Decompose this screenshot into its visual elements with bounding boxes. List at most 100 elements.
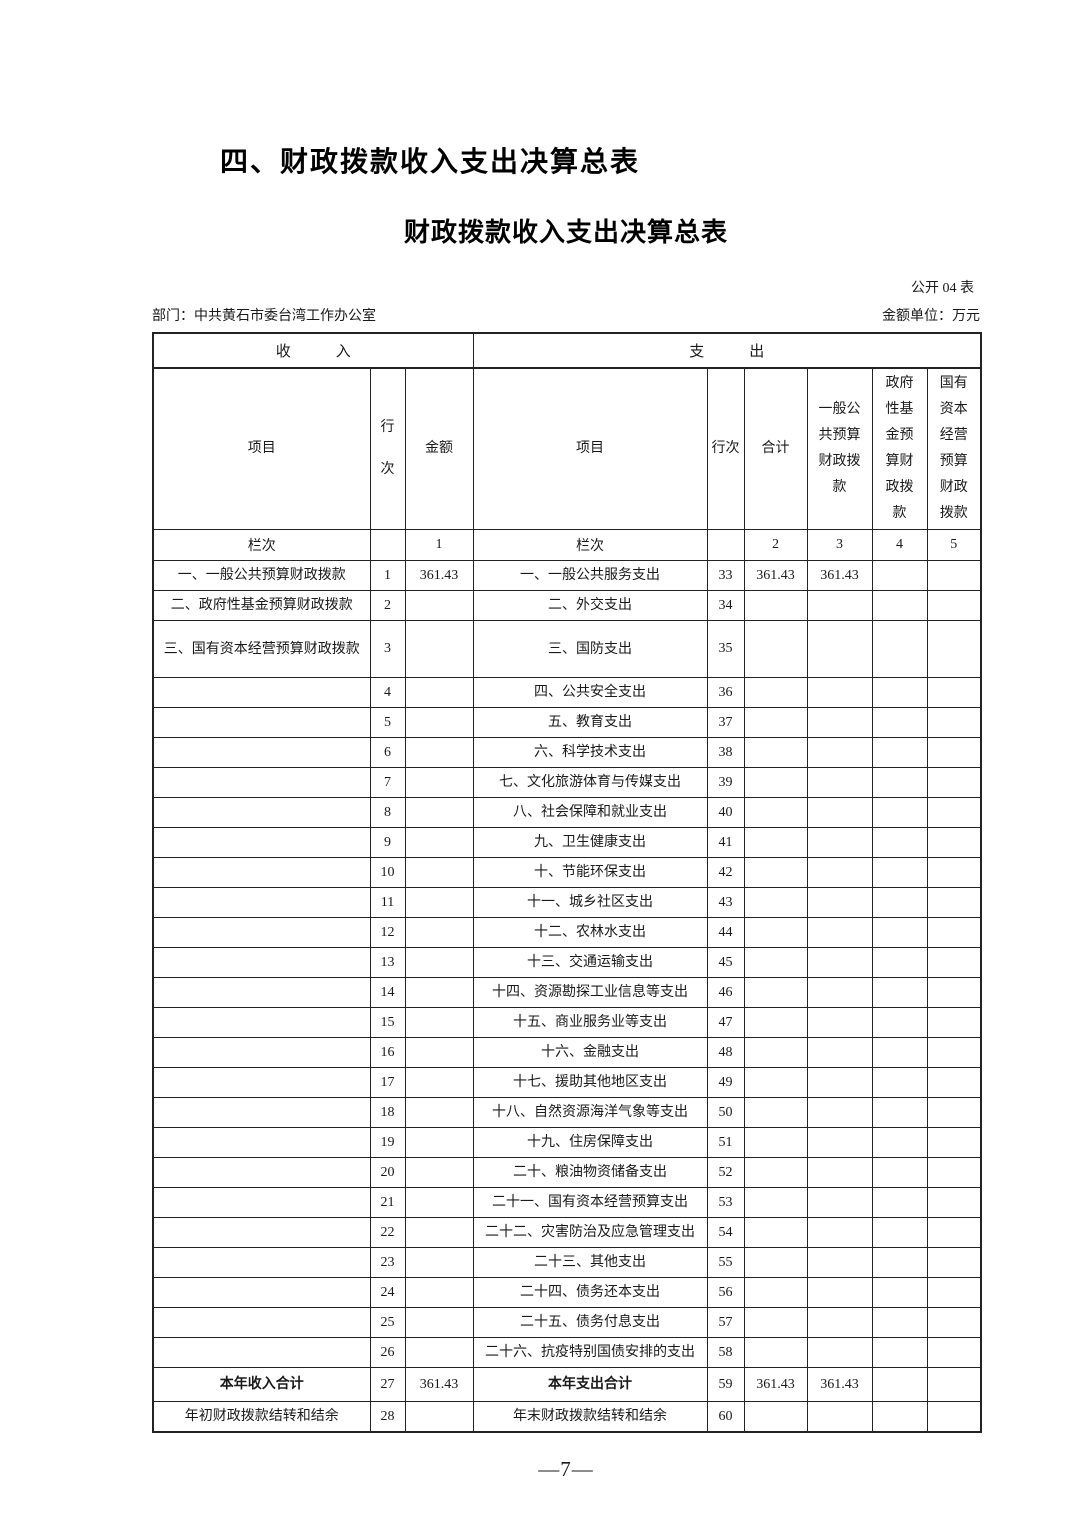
income-line-cell: 2 bbox=[369, 590, 406, 621]
expenditure-total-cell bbox=[743, 590, 808, 621]
expenditure-gov-fund-cell bbox=[871, 1367, 928, 1402]
expenditure-total-cell bbox=[743, 917, 808, 948]
expenditure-item-cell: 十四、资源勘探工业信息等支出 bbox=[472, 977, 708, 1008]
expenditure-gov-fund-cell bbox=[871, 707, 928, 738]
income-item-cell bbox=[152, 1247, 371, 1278]
expenditure-state-capital-cell bbox=[926, 1247, 982, 1278]
income-item-cell bbox=[152, 1307, 371, 1338]
expenditure-total-cell bbox=[743, 827, 808, 858]
table-row: 24 二十四、债务还本支出 56 bbox=[152, 1277, 982, 1308]
expenditure-item-cell: 四、公共安全支出 bbox=[472, 677, 708, 708]
table-row: 9 九、卫生健康支出 41 bbox=[152, 827, 982, 858]
table-row: 11 十一、城乡社区支出 43 bbox=[152, 887, 982, 918]
expenditure-gov-fund-cell bbox=[871, 1067, 928, 1098]
expenditure-general-budget-cell bbox=[806, 1187, 873, 1218]
expenditure-state-capital-cell bbox=[926, 1277, 982, 1308]
table-row: 10 十、节能环保支出 42 bbox=[152, 857, 982, 888]
expenditure-line-cell: 56 bbox=[706, 1277, 745, 1308]
income-amount-cell bbox=[404, 620, 474, 678]
table-row: 22 二十二、灾害防治及应急管理支出 54 bbox=[152, 1217, 982, 1248]
income-line-cell: 11 bbox=[369, 887, 406, 918]
expenditure-item-cell: 十七、援助其他地区支出 bbox=[472, 1067, 708, 1098]
expenditure-general-budget-cell bbox=[806, 887, 873, 918]
expenditure-gov-fund-cell bbox=[871, 887, 928, 918]
expenditure-line-cell: 50 bbox=[706, 1097, 745, 1128]
expenditure-item-cell: 八、社会保障和就业支出 bbox=[472, 797, 708, 828]
income-item-cell: 本年收入合计 bbox=[152, 1367, 371, 1402]
meta-row: 部门：中共黄石市委台湾工作办公室 金额单位：万元 bbox=[152, 305, 980, 325]
table-body: 一、一般公共预算财政拨款 1 361.43 一、一般公共服务支出 33 361.43 361… bbox=[152, 560, 982, 1433]
income-item-cell bbox=[152, 1217, 371, 1248]
income-item-cell: 年初财政拨款结转和结余 bbox=[152, 1401, 371, 1433]
expenditure-item-cell: 二十二、灾害防治及应急管理支出 bbox=[472, 1217, 708, 1248]
table-row: 5 五、教育支出 37 bbox=[152, 707, 982, 738]
table-row: 18 十八、自然资源海洋气象等支出 50 bbox=[152, 1097, 982, 1128]
income-item-cell bbox=[152, 1067, 371, 1098]
income-line-cell: 19 bbox=[369, 1127, 406, 1158]
expenditure-gov-fund-cell bbox=[871, 1217, 928, 1248]
expenditure-general-budget-cell bbox=[806, 1067, 873, 1098]
expenditure-general-budget-header: 一般公共预算财政拨款 bbox=[806, 367, 873, 530]
table-section-header-row: 收 入 支 出 bbox=[152, 332, 982, 369]
expenditure-general-budget-cell bbox=[806, 707, 873, 738]
expenditure-state-capital-cell bbox=[926, 1037, 982, 1068]
expenditure-total-cell bbox=[743, 1097, 808, 1128]
income-line-cell: 17 bbox=[369, 1067, 406, 1098]
expenditure-general-budget-cell bbox=[806, 590, 873, 621]
income-amount-cell bbox=[404, 917, 474, 948]
expenditure-general-budget-cell bbox=[806, 827, 873, 858]
expenditure-general-budget-cell bbox=[806, 1127, 873, 1158]
expenditure-item-cell: 十二、农林水支出 bbox=[472, 917, 708, 948]
income-line-cell: 6 bbox=[369, 737, 406, 768]
table-row: 15 十五、商业服务业等支出 47 bbox=[152, 1007, 982, 1038]
income-item-cell bbox=[152, 1037, 371, 1068]
expenditure-state-capital-cell bbox=[926, 977, 982, 1008]
income-line-cell: 23 bbox=[369, 1247, 406, 1278]
expenditure-state-capital-cell bbox=[926, 1097, 982, 1128]
expenditure-total-cell bbox=[743, 1307, 808, 1338]
expenditure-line-cell: 53 bbox=[706, 1187, 745, 1218]
income-item-cell bbox=[152, 767, 371, 798]
expenditure-total-cell bbox=[743, 707, 808, 738]
expenditure-total-header: 合计 bbox=[743, 367, 808, 530]
income-line-index-cell bbox=[369, 529, 406, 561]
expenditure-total-cell bbox=[743, 1337, 808, 1368]
expenditure-line-cell: 39 bbox=[706, 767, 745, 798]
expenditure-line-index-cell bbox=[706, 529, 745, 561]
table-row: 12 十二、农林水支出 44 bbox=[152, 917, 982, 948]
expenditure-item-cell: 十五、商业服务业等支出 bbox=[472, 1007, 708, 1038]
expenditure-item-cell: 二、外交支出 bbox=[472, 590, 708, 621]
table-row: 21 二十一、国有资本经营预算支出 53 bbox=[152, 1187, 982, 1218]
fiscal-appropriation-table: 收 入 支 出 项目 行次 金额 项目 行次 合计 一般公共预算财政拨款 政府性… bbox=[152, 332, 983, 1433]
table-row: 20 二十、粮油物资储备支出 52 bbox=[152, 1157, 982, 1188]
expenditure-gov-fund-cell bbox=[871, 1307, 928, 1338]
income-item-cell bbox=[152, 1187, 371, 1218]
amount-unit-label: 金额单位：万元 bbox=[882, 309, 980, 324]
income-amount-cell bbox=[404, 1337, 474, 1368]
expenditure-item-cell: 二十六、抗疫特别国债安排的支出 bbox=[472, 1337, 708, 1368]
income-line-cell: 27 bbox=[369, 1367, 406, 1402]
expenditure-item-cell: 七、文化旅游体育与传媒支出 bbox=[472, 767, 708, 798]
income-line-cell: 22 bbox=[369, 1217, 406, 1248]
expenditure-state-capital-cell bbox=[926, 620, 982, 678]
expenditure-total-cell bbox=[743, 977, 808, 1008]
table-row: 年初财政拨款结转和结余 28 年末财政拨款结转和结余 60 bbox=[152, 1401, 982, 1433]
table-title: 财政拨款收入支出决算总表 bbox=[403, 217, 728, 247]
expenditure-line-cell: 54 bbox=[706, 1217, 745, 1248]
income-amount-cell bbox=[404, 1127, 474, 1158]
table-row: 4 四、公共安全支出 36 bbox=[152, 677, 982, 708]
expenditure-line-cell: 38 bbox=[706, 737, 745, 768]
expenditure-gov-fund-cell bbox=[871, 1277, 928, 1308]
income-amount-cell bbox=[404, 1277, 474, 1308]
table-row: 8 八、社会保障和就业支出 40 bbox=[152, 797, 982, 828]
expenditure-line-cell: 41 bbox=[706, 827, 745, 858]
expenditure-general-budget-cell bbox=[806, 1037, 873, 1068]
expenditure-general-budget-cell bbox=[806, 1247, 873, 1278]
expenditure-general-budget-cell bbox=[806, 1217, 873, 1248]
expenditure-total-cell bbox=[743, 887, 808, 918]
expenditure-state-capital-cell bbox=[926, 947, 982, 978]
expenditure-line-cell: 36 bbox=[706, 677, 745, 708]
expenditure-state-capital-cell bbox=[926, 767, 982, 798]
expenditure-general-budget-cell bbox=[806, 1401, 873, 1433]
income-line-cell: 5 bbox=[369, 707, 406, 738]
